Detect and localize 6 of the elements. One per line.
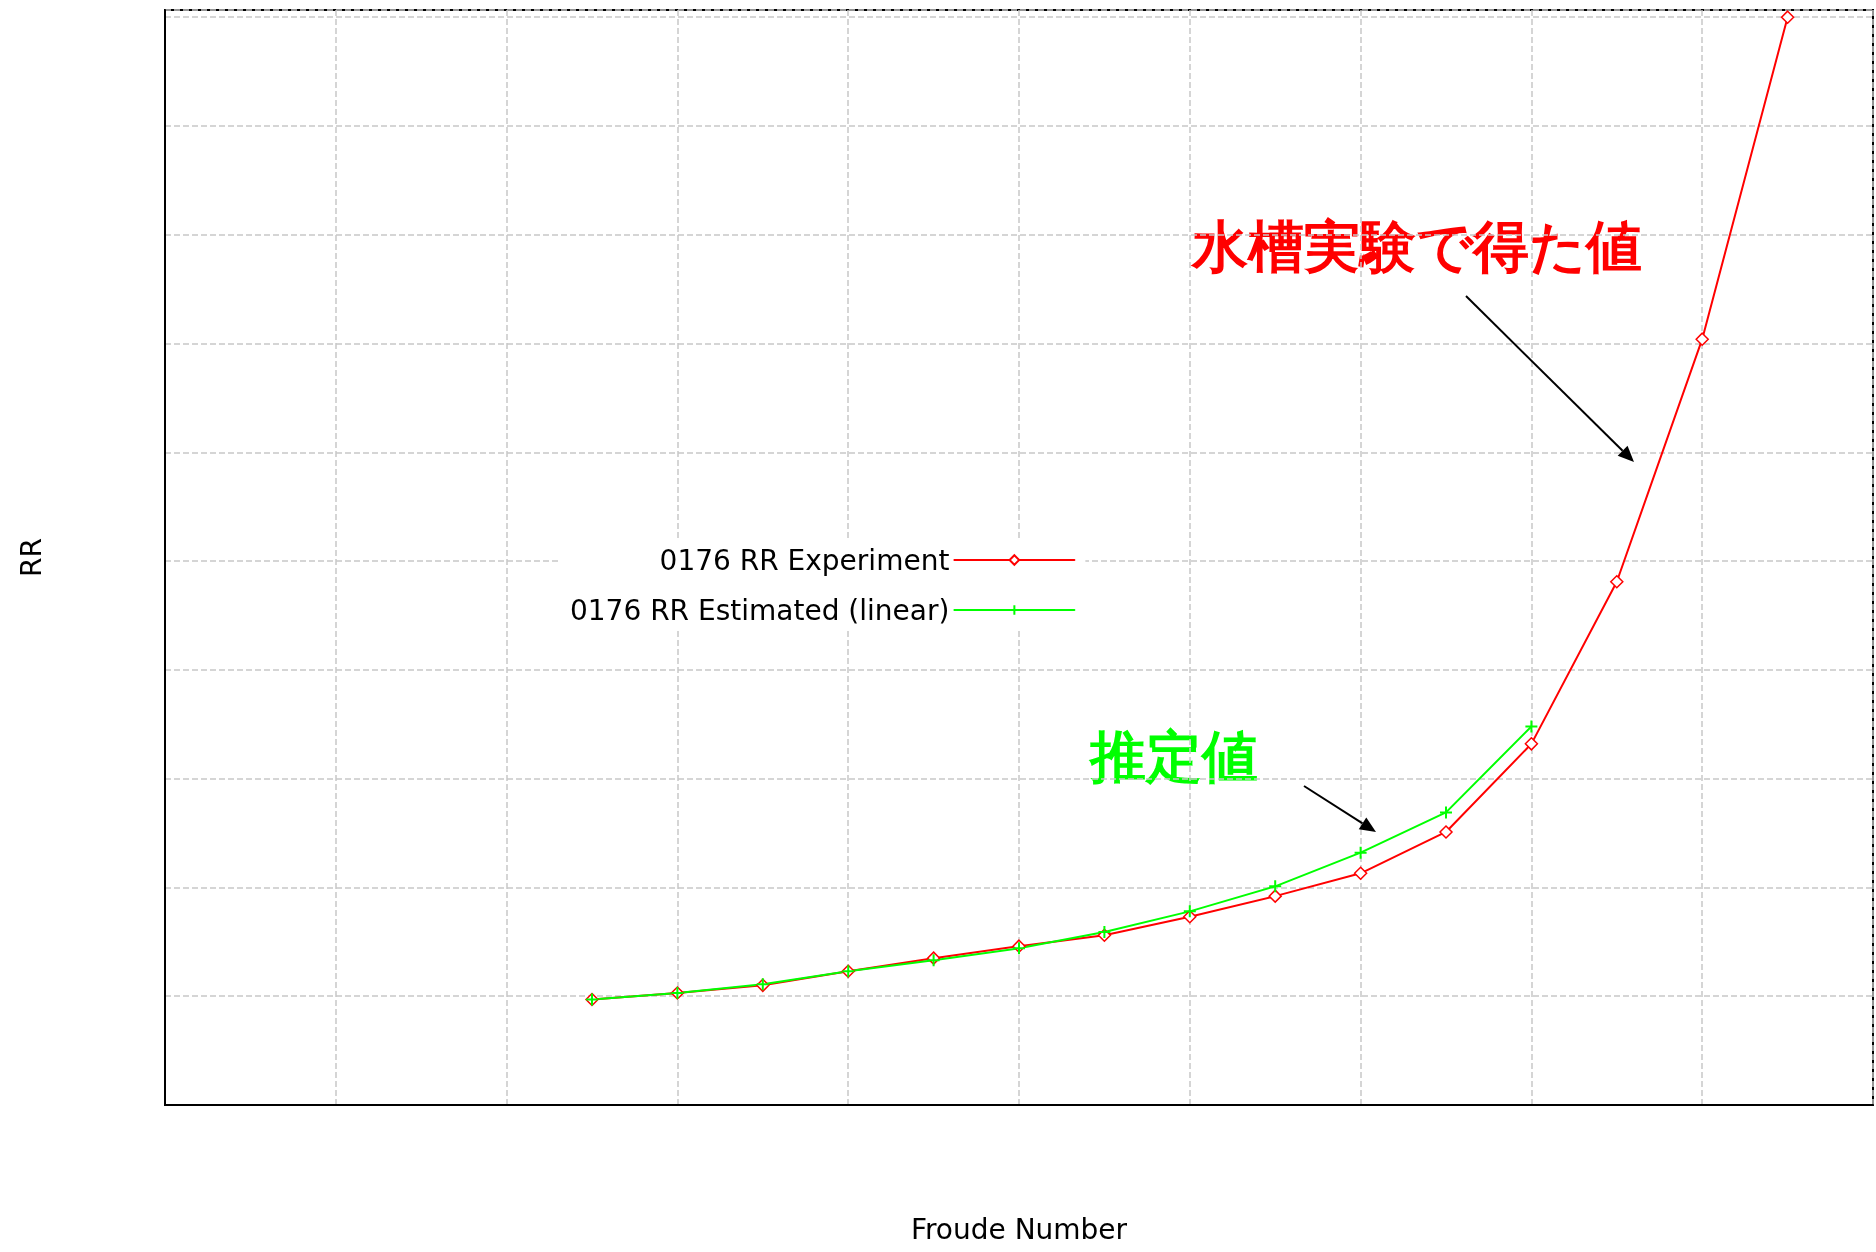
x-axis-title: Froude Number [910,1212,1128,1246]
annotation: 水槽実験で得た値 [1190,213,1642,279]
legend-label: 0176 RR Estimated (linear) [569,593,950,627]
annotation: 推定値 [1088,723,1258,789]
y-axis-title: RR [14,538,48,577]
legend-label: 0176 RR Experiment [659,543,950,577]
